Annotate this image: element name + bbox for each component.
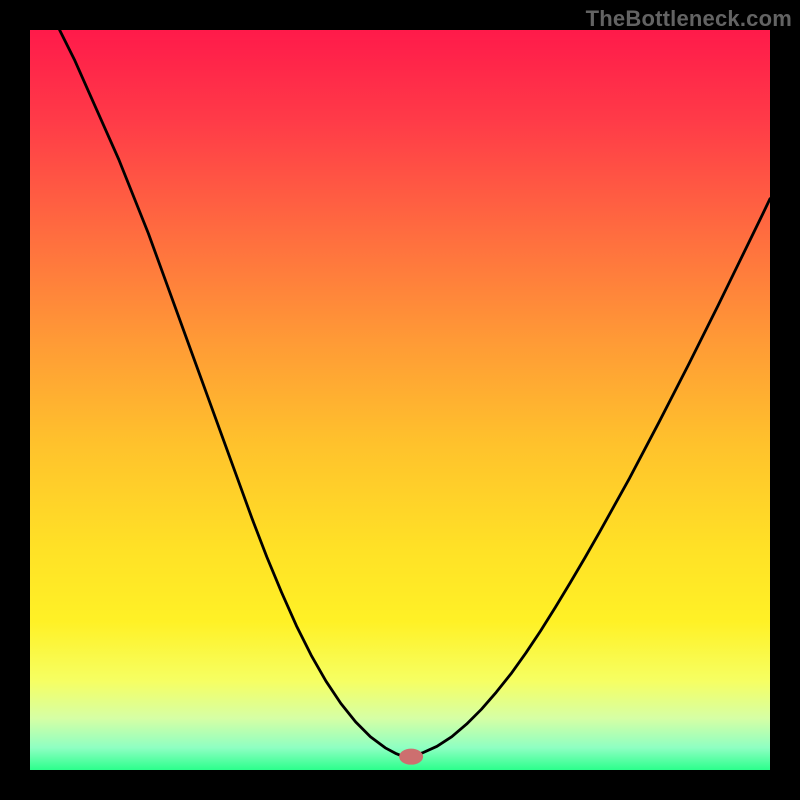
frame-left — [0, 0, 30, 800]
bottleneck-chart — [0, 0, 800, 800]
frame-bottom — [0, 770, 800, 800]
optimal-point-marker — [399, 749, 423, 765]
watermark-text: TheBottleneck.com — [586, 6, 792, 32]
plot-background — [30, 30, 770, 770]
frame-right — [770, 0, 800, 800]
chart-container — [0, 0, 800, 800]
